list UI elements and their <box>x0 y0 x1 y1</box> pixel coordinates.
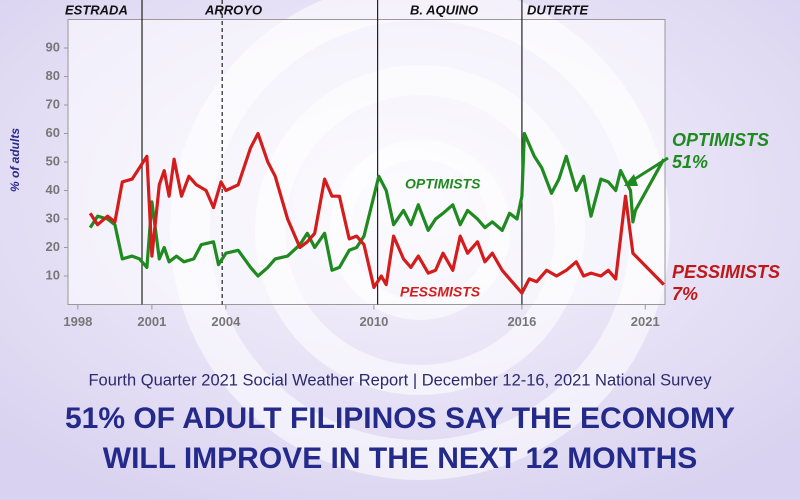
x-tick-label: 1998 <box>63 314 92 329</box>
arrows <box>624 156 669 186</box>
x-tick-label: 2004 <box>211 314 241 329</box>
y-tick-label: 50 <box>46 153 60 168</box>
headline: WILL IMPROVE IN THE NEXT 12 MONTHS <box>103 442 698 475</box>
x-tick-label: 2021 <box>631 314 660 329</box>
period-label: ESTRADA <box>65 2 128 17</box>
period-label: B. AQUINO <box>410 2 478 17</box>
arrow-head <box>624 174 638 186</box>
y-tick-label: 90 <box>46 39 60 54</box>
series-label: PESSMISTS <box>400 284 481 300</box>
x-tick-label: 2016 <box>507 314 536 329</box>
series-line <box>88 131 665 295</box>
period-label: DUTERTE <box>527 2 588 17</box>
y-tick-label: 70 <box>46 96 60 111</box>
plot: 10 20 30 40 50 60 70 80 90 1998 2001 2004 2010 2016 20… <box>46 0 666 329</box>
subtitle: Fourth Quarter 2021 Social Weather Repor… <box>88 371 712 389</box>
arrow <box>629 156 669 184</box>
x-tick-label: 2010 <box>359 314 388 329</box>
end-label: 7% <box>672 284 698 304</box>
y-tick-label: 30 <box>46 210 60 225</box>
y-tick-label: 80 <box>46 68 60 83</box>
headline: 51% OF ADULT FILIPINOS SAY THE ECONOMY <box>65 402 735 435</box>
y-tick-label: 40 <box>46 182 60 197</box>
x-tick-label: 2001 <box>137 314 166 329</box>
y-tick-label: 60 <box>46 125 60 140</box>
end-label: 51% <box>672 152 708 172</box>
y-axis-label: % of adults <box>8 128 22 192</box>
y-tick-label: 10 <box>46 267 60 282</box>
y-tick-label: 20 <box>46 239 60 254</box>
period-label: ARROYO <box>204 2 262 17</box>
end-label: PESSIMISTS <box>672 262 780 282</box>
end-label: OPTIMISTS <box>672 130 769 150</box>
series-line <box>88 131 666 278</box>
series-label: OPTIMISTS <box>405 176 481 192</box>
